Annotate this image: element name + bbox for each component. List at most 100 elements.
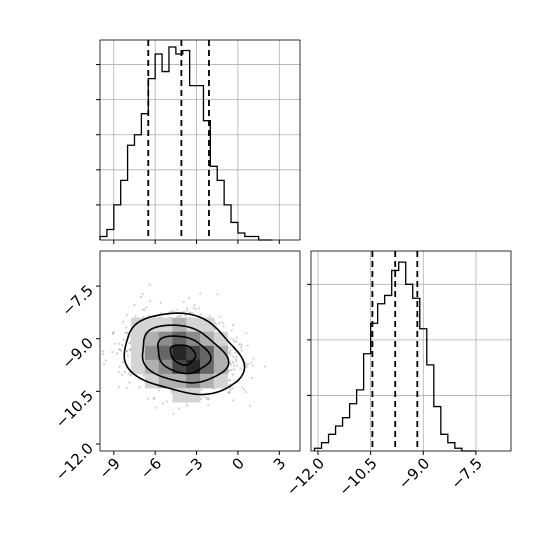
- scatter-point: [229, 362, 232, 365]
- scatter-point: [200, 388, 203, 391]
- density-cell: [186, 331, 201, 347]
- scatter-point: [104, 359, 107, 362]
- right-x-tick-label: −7.5: [447, 454, 485, 492]
- density-cell: [144, 359, 160, 375]
- scatter-point: [232, 364, 235, 368]
- scatter-point: [228, 346, 231, 349]
- scatter-point: [183, 310, 186, 313]
- contour-line: [169, 344, 197, 367]
- scatter-point: [149, 299, 152, 302]
- right-panel-frame: [310, 250, 512, 452]
- density-cell: [186, 373, 201, 389]
- scatter-point: [245, 332, 248, 335]
- scatter-point: [102, 352, 105, 355]
- scatter-point: [232, 362, 235, 365]
- scatter-point: [170, 310, 173, 313]
- x-marginal-histogram-panel: [96, 39, 301, 244]
- scatter-point: [233, 368, 236, 371]
- scatter-point: [251, 364, 254, 367]
- scatter-point: [230, 329, 233, 332]
- scatter-point: [204, 396, 207, 399]
- scatter-point: [263, 365, 267, 368]
- scatter-point: [119, 349, 123, 352]
- density-cell: [200, 317, 215, 333]
- scatter-point: [128, 348, 131, 351]
- scatter-point: [228, 369, 231, 372]
- scatter-point: [208, 315, 211, 318]
- scatter-point: [192, 306, 195, 310]
- scatter-point: [229, 350, 232, 353]
- scatter-point: [125, 331, 128, 334]
- scatter-point: [231, 387, 234, 390]
- scatter-point: [126, 354, 129, 357]
- scatter-point: [141, 292, 144, 295]
- scatter-point: [157, 389, 160, 392]
- scatter-point: [153, 396, 156, 400]
- scatter-point: [123, 338, 126, 341]
- density-cell: [200, 345, 215, 361]
- tick-labels: −9 −6 −3 0 3 −12.0 −10.5 −9.0 −7.5 −12.0…: [52, 281, 486, 499]
- scatter-point: [208, 398, 211, 401]
- density-cell: [213, 331, 229, 347]
- scatter-point: [138, 386, 141, 389]
- scatter-point: [126, 387, 129, 390]
- scatter-point: [191, 311, 194, 315]
- scatter-point: [182, 301, 185, 304]
- scatter-point: [189, 311, 192, 314]
- scatter-point: [227, 391, 230, 394]
- right-x-tick-label: −12.0: [283, 454, 328, 499]
- scatter-point: [186, 307, 189, 310]
- top-panel-frame: [99, 39, 301, 241]
- scatter-point: [235, 364, 239, 367]
- scatter-point: [228, 390, 231, 393]
- density-cell: [200, 359, 215, 375]
- right-x-tick-label: −9.0: [395, 454, 433, 492]
- scatter-point: [125, 326, 128, 329]
- scatter-point: [215, 323, 218, 326]
- scatter-point: [118, 370, 121, 373]
- scatter-point: [229, 363, 232, 366]
- scatter-point: [216, 293, 219, 296]
- scatter-point: [124, 332, 127, 335]
- density-cell: [131, 359, 146, 375]
- scatter-point: [233, 351, 236, 354]
- density-cell: [200, 373, 215, 389]
- scatter-point: [221, 321, 224, 324]
- density-cell: [158, 331, 173, 347]
- joint-panel-frame: [99, 250, 301, 452]
- joint-y-tick-label: −7.5: [59, 281, 97, 319]
- scatter-point: [240, 349, 243, 352]
- scatter-point: [111, 350, 114, 354]
- density-cell: [186, 387, 201, 403]
- scatter-point: [162, 402, 165, 405]
- scatter-point: [128, 342, 131, 345]
- joint-x-tick-label: −6: [137, 454, 165, 482]
- joint-y-tick-label: −10.5: [52, 387, 97, 432]
- scatter-point: [179, 314, 182, 317]
- scatter-point: [148, 283, 151, 286]
- scatter-point: [187, 296, 191, 300]
- scatter-point: [229, 353, 232, 356]
- density-cell: [200, 331, 215, 347]
- scatter-point: [250, 361, 253, 364]
- scatter-point: [228, 391, 231, 394]
- scatter-point: [112, 330, 115, 334]
- scatter-point: [206, 398, 209, 401]
- scatter-point: [134, 315, 137, 318]
- scatter-point: [101, 350, 104, 353]
- scatter-point: [127, 372, 130, 376]
- scatter-point: [165, 400, 168, 403]
- scatter-point: [199, 313, 202, 316]
- scatter-point: [228, 352, 231, 355]
- scatter-point: [126, 350, 129, 353]
- scatter-point: [241, 386, 244, 389]
- joint-x-tick-label: 3: [270, 454, 289, 473]
- scatter-point: [119, 348, 122, 351]
- scatter-point: [146, 397, 149, 400]
- density-cell: [213, 345, 229, 361]
- scatter-point: [239, 367, 242, 370]
- scatter-point: [218, 322, 221, 325]
- scatter-point: [112, 331, 115, 334]
- joint-x-tick-label: 0: [228, 454, 247, 473]
